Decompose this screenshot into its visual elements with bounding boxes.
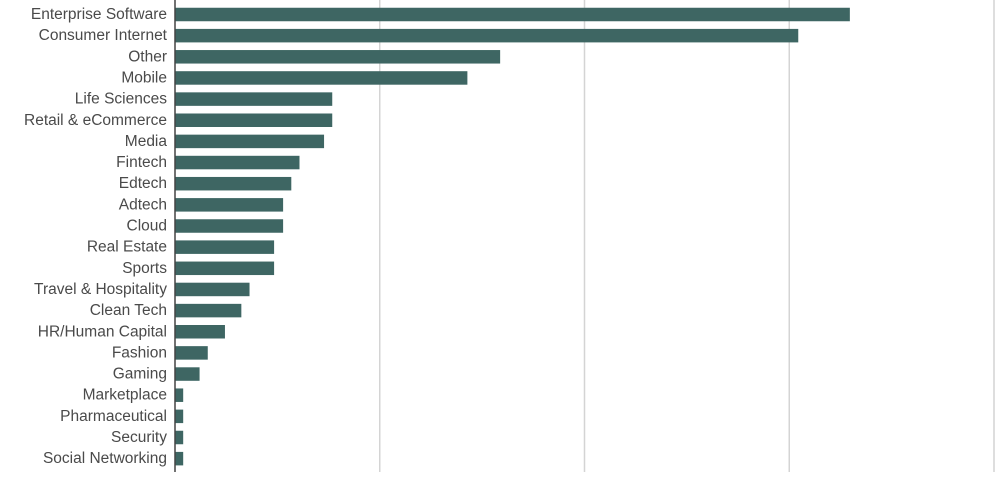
category-label-hr-human-capital: HR/Human Capital: [38, 323, 167, 340]
bar-fintech: [175, 155, 300, 170]
category-labels: Enterprise Software Consumer Internet Othe…: [24, 6, 168, 467]
bar-marketplace: [175, 388, 184, 402]
bar-cloud: [175, 219, 284, 233]
bar-life-sciences: [175, 92, 333, 106]
gridlines: [379, 0, 995, 472]
bar-hr-human-capital: [175, 325, 225, 339]
bar-real-estate: [175, 240, 275, 254]
bar-security: [175, 430, 184, 445]
bar-mobile: [175, 71, 468, 85]
category-label-enterprise-software: Enterprise Software: [31, 6, 167, 23]
bar-gaming: [175, 367, 200, 381]
bar-fashion: [175, 346, 208, 360]
category-label-pharmaceutical: Pharmaceutical: [60, 408, 167, 425]
bar-retail-ecommerce: [175, 113, 333, 127]
bar-adtech: [175, 198, 284, 212]
category-label-security: Security: [111, 429, 167, 446]
bar-social-networking: [175, 451, 184, 466]
category-label-gaming: Gaming: [113, 366, 167, 383]
bar-media: [175, 134, 325, 149]
category-label-social-networking: Social Networking: [43, 450, 167, 467]
category-label-adtech: Adtech: [119, 196, 167, 213]
category-label-real-estate: Real Estate: [87, 239, 167, 256]
category-label-fintech: Fintech: [116, 154, 167, 171]
bar-clean-tech: [175, 303, 242, 318]
bars: [175, 7, 850, 466]
category-label-consumer-internet: Consumer Internet: [39, 27, 168, 44]
category-label-cloud: Cloud: [127, 218, 168, 235]
category-label-sports: Sports: [122, 260, 167, 277]
category-label-media: Media: [125, 133, 168, 150]
bar-edtech: [175, 176, 292, 191]
category-label-retail-ecommerce: Retail & eCommerce: [24, 112, 167, 129]
bar-enterprise-software: [175, 7, 850, 22]
bar-sports: [175, 261, 275, 276]
category-label-marketplace: Marketplace: [83, 387, 167, 404]
bar-consumer-internet: [175, 28, 799, 43]
bar-other: [175, 50, 501, 64]
bar-pharmaceutical: [175, 409, 184, 424]
category-label-other: Other: [128, 48, 167, 65]
category-label-fashion: Fashion: [112, 344, 167, 361]
category-label-clean-tech: Clean Tech: [90, 302, 167, 319]
category-label-mobile: Mobile: [121, 69, 167, 86]
category-label-travel-hospitality: Travel & Hospitality: [34, 281, 167, 298]
category-label-life-sciences: Life Sciences: [75, 91, 167, 108]
bar-travel-hospitality: [175, 282, 250, 297]
category-label-edtech: Edtech: [119, 175, 167, 192]
